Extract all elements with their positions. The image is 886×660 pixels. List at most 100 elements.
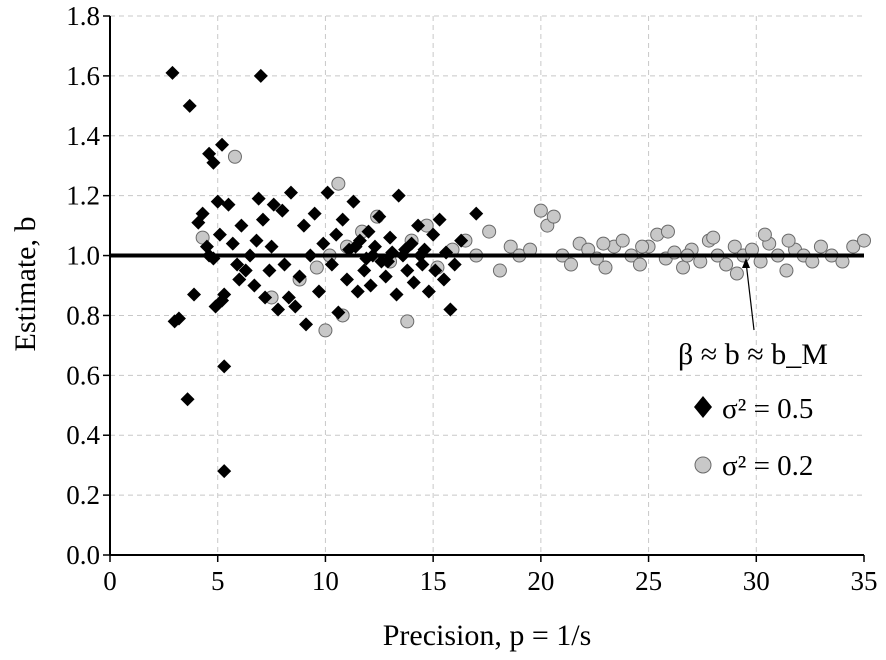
x-tick-label: 5	[211, 566, 225, 596]
point-diamond	[389, 287, 404, 302]
point-diamond	[221, 197, 236, 212]
x-tick-label: 30	[743, 566, 770, 596]
point-diamond	[180, 392, 195, 407]
point-diamond	[271, 302, 286, 317]
point-diamond	[206, 155, 221, 170]
point-diamond	[421, 284, 436, 299]
axes	[103, 15, 865, 562]
y-tick-label: 1.8	[66, 1, 100, 31]
point-circle	[719, 257, 734, 272]
point-diamond	[195, 206, 210, 221]
point-diamond	[187, 287, 202, 302]
point-diamond	[378, 269, 393, 284]
point-diamond	[335, 212, 350, 227]
point-diamond	[320, 185, 335, 200]
point-circle	[546, 209, 561, 224]
point-diamond	[296, 218, 311, 233]
legend-marker-circle	[694, 456, 712, 474]
point-diamond	[443, 302, 458, 317]
point-diamond	[299, 317, 314, 332]
legend-label-series-1: σ² = 0.5	[722, 393, 813, 425]
legend: σ² = 0.5 σ² = 0.2	[694, 393, 813, 482]
point-circle	[227, 149, 242, 164]
point-circle	[660, 224, 675, 239]
point-diamond	[217, 287, 232, 302]
point-circle	[706, 230, 721, 245]
y-tick-label: 0.6	[66, 360, 100, 390]
point-diamond	[275, 203, 290, 218]
point-diamond	[307, 206, 322, 221]
x-tick-label: 20	[527, 566, 554, 596]
y-axis-title: Estimate, b	[9, 217, 42, 352]
point-diamond	[391, 188, 406, 203]
point-circle	[533, 203, 548, 218]
point-diamond	[361, 224, 376, 239]
point-circle	[400, 314, 415, 329]
point-diamond	[350, 284, 365, 299]
point-diamond	[406, 275, 421, 290]
point-diamond	[436, 272, 451, 287]
point-diamond	[331, 305, 346, 320]
point-diamond	[251, 191, 266, 206]
point-diamond	[247, 278, 262, 293]
point-circle	[635, 239, 650, 254]
point-diamond	[311, 284, 326, 299]
point-circle	[596, 236, 611, 251]
point-diamond	[249, 233, 264, 248]
point-circle	[492, 263, 507, 278]
point-circle	[632, 257, 647, 272]
point-diamond	[363, 278, 378, 293]
x-axis-title: Precision, p = 1/s	[383, 619, 592, 652]
point-circle	[846, 239, 861, 254]
point-circle	[615, 233, 630, 248]
annotation-arrowhead	[742, 258, 750, 268]
point-diamond	[383, 230, 398, 245]
point-circle	[482, 224, 497, 239]
y-tick-label: 0.4	[66, 420, 100, 450]
point-circle	[779, 263, 794, 278]
y-tick-label: 0.0	[66, 540, 100, 570]
point-circle	[503, 239, 518, 254]
point-diamond	[217, 464, 232, 479]
point-circle	[564, 257, 579, 272]
point-diamond	[329, 227, 344, 242]
point-diamond	[428, 263, 443, 278]
point-diamond	[281, 290, 296, 305]
point-diamond	[432, 212, 447, 227]
point-diamond	[447, 257, 462, 272]
point-diamond	[182, 98, 197, 113]
x-tick-label: 15	[420, 566, 447, 596]
point-diamond	[398, 242, 413, 257]
point-circle	[781, 233, 796, 248]
point-diamond	[262, 263, 277, 278]
point-diamond	[230, 257, 245, 272]
point-diamond	[266, 197, 281, 212]
point-diamond	[348, 239, 363, 254]
point-diamond	[454, 233, 469, 248]
point-diamond	[426, 227, 441, 242]
point-circle	[676, 260, 691, 275]
point-diamond	[469, 206, 484, 221]
point-circle	[813, 239, 828, 254]
y-tick-label: 0.2	[66, 480, 100, 510]
point-circle	[331, 176, 346, 191]
point-diamond	[217, 359, 232, 374]
x-tick-label: 10	[312, 566, 339, 596]
point-diamond	[165, 65, 180, 80]
point-circle	[729, 266, 744, 281]
point-diamond	[253, 68, 268, 83]
x-tick-label: 25	[635, 566, 662, 596]
point-circle	[598, 260, 613, 275]
point-circle	[857, 233, 871, 248]
point-diamond	[232, 272, 247, 287]
annotation-leader-line	[745, 261, 755, 331]
point-diamond	[357, 263, 372, 278]
y-tick-label: 1.6	[66, 61, 100, 91]
y-tick-label: 1.0	[66, 241, 100, 271]
point-diamond	[346, 194, 361, 209]
point-diamond	[238, 263, 253, 278]
point-diamond	[234, 218, 249, 233]
x-tick-label: 0	[103, 566, 117, 596]
point-diamond	[277, 257, 292, 272]
